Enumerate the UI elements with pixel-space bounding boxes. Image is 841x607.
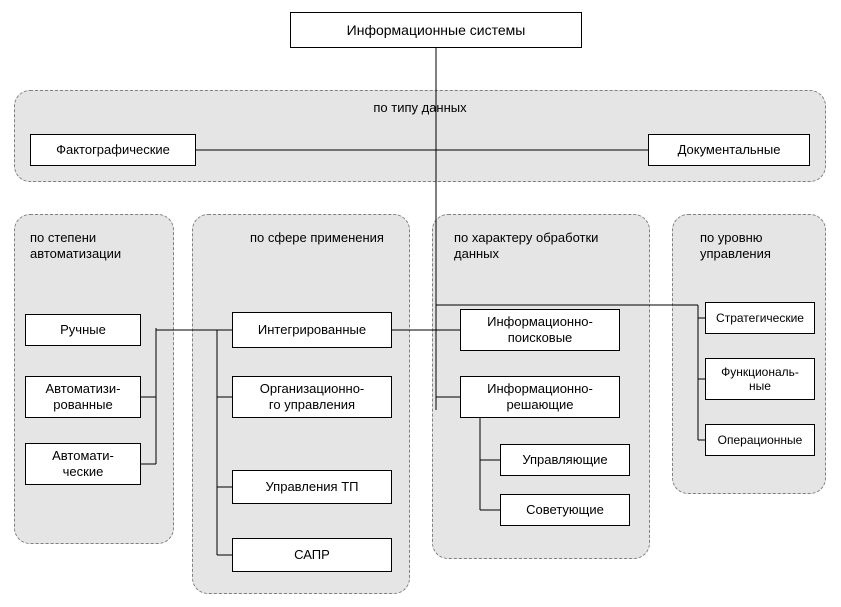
node-integrated-label: Интегрированные	[258, 322, 366, 338]
group-processing-title: по характеру обработки данных	[454, 230, 644, 261]
node-info-decision-label: Информационно- решающие	[487, 381, 593, 412]
node-automated: Автоматизи- рованные	[25, 376, 141, 418]
node-manual-label: Ручные	[60, 322, 106, 338]
node-manual: Ручные	[25, 314, 141, 346]
group-data-type-title-text: по типу данных	[373, 100, 466, 115]
group-processing-title-text: по характеру обработки данных	[454, 230, 598, 261]
node-org-management-label: Организационно- го управления	[260, 381, 365, 412]
group-application-title: по сфере применения	[250, 230, 400, 246]
node-functional: Функциональ- ные	[705, 358, 815, 400]
node-advising: Советующие	[500, 494, 630, 526]
node-info-search: Информационно- поисковые	[460, 309, 620, 351]
group-management-title: по уровню управления	[700, 230, 820, 261]
node-functional-label: Функциональ- ные	[721, 365, 799, 394]
root-node: Информационные системы	[290, 12, 582, 48]
node-tp-management-label: Управления ТП	[266, 479, 359, 495]
node-sapr: САПР	[232, 538, 392, 572]
node-tp-management: Управления ТП	[232, 470, 392, 504]
group-application-title-text: по сфере применения	[250, 230, 384, 245]
node-advising-label: Советующие	[526, 502, 604, 518]
node-factographic: Фактографические	[30, 134, 196, 166]
node-operational: Операционные	[705, 424, 815, 456]
group-automation-title-text: по степени автоматизации	[30, 230, 121, 261]
node-controlling-label: Управляющие	[522, 452, 607, 468]
node-automatic: Автомати- ческие	[25, 443, 141, 485]
node-strategic-label: Стратегические	[716, 311, 804, 325]
node-factographic-label: Фактографические	[56, 142, 170, 158]
node-documentary: Документальные	[648, 134, 810, 166]
node-controlling: Управляющие	[500, 444, 630, 476]
root-label: Информационные системы	[347, 22, 526, 39]
node-documentary-label: Документальные	[678, 142, 781, 158]
node-strategic: Стратегические	[705, 302, 815, 334]
group-automation-title: по степени автоматизации	[30, 230, 160, 261]
group-management-title-text: по уровню управления	[700, 230, 771, 261]
node-automated-label: Автоматизи- рованные	[46, 381, 121, 412]
node-info-search-label: Информационно- поисковые	[487, 314, 593, 345]
node-sapr-label: САПР	[294, 547, 330, 563]
node-operational-label: Операционные	[718, 433, 803, 447]
node-automatic-label: Автомати- ческие	[52, 448, 114, 479]
node-org-management: Организационно- го управления	[232, 376, 392, 418]
node-info-decision: Информационно- решающие	[460, 376, 620, 418]
node-integrated: Интегрированные	[232, 312, 392, 348]
group-data-type-title: по типу данных	[14, 100, 826, 116]
